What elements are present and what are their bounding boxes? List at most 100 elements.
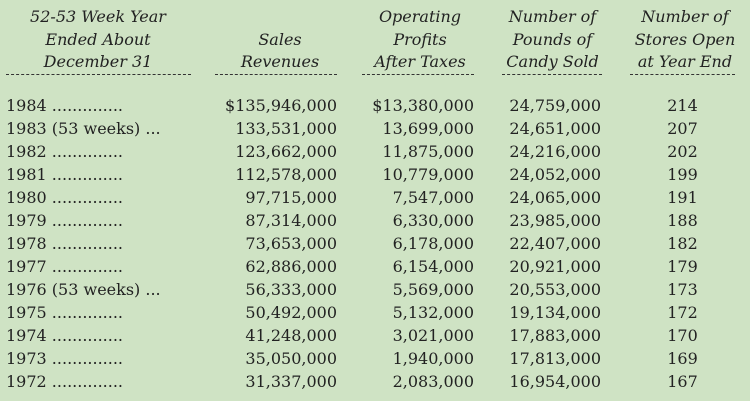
row-profits-value: $13,380,000 [372, 96, 474, 115]
row-sales-value: 87,314,000 [245, 211, 337, 230]
header-sales-line-1: Sales [258, 29, 302, 49]
row-profits-value: 7,547,000 [392, 188, 474, 207]
row-pounds-value: 24,052,000 [509, 165, 601, 184]
row-stores-value: 207 [667, 119, 698, 138]
header-year-line-3: December 31 [43, 52, 153, 71]
row-stores-value: 167 [667, 372, 698, 391]
row-year-label: 1972 .............. [6, 372, 124, 391]
table-row: 1977 .............. 62,886,000 6,154,000 20… [0, 255, 750, 278]
row-year-label: 1978 .............. [6, 234, 124, 253]
row-pounds-value: 17,813,000 [509, 349, 601, 368]
table-row: 1981 .............. 112,578,000 10,779,000… [0, 163, 750, 186]
table-row: 1974 .............. 41,248,000 3,021,000 17… [0, 324, 750, 347]
row-sales-value: 112,578,000 [235, 165, 337, 184]
table-row: 1978 .............. 73,653,000 6,178,000 22… [0, 232, 750, 255]
row-stores-value: 182 [667, 234, 698, 253]
row-pounds-value: 24,759,000 [509, 96, 601, 115]
table-row: 1973 .............. 35,050,000 1,940,000 17… [0, 347, 750, 370]
row-sales-value: 73,653,000 [245, 234, 337, 253]
row-stores-value: 191 [667, 188, 698, 207]
row-stores-value: 214 [667, 96, 698, 115]
row-year-label: 1973 .............. [6, 349, 124, 368]
header-year-line-2: Ended About [45, 29, 151, 49]
table-row: 1976 (53 weeks) ... 56,333,000 5,569,000 20… [0, 278, 750, 301]
header-pounds: Number of Pounds of Candy Sold [490, 6, 615, 74]
header-year: 52-53 Week Year Ended About December 31 [10, 6, 186, 74]
row-sales-value: $135,946,000 [225, 96, 337, 115]
row-profits-value: 2,083,000 [392, 372, 474, 391]
row-year-label: 1982 .............. [6, 142, 124, 161]
table-row: 1972 .............. 31,337,000 2,083,000 16… [0, 370, 750, 393]
header-rule-year [6, 74, 191, 76]
row-sales-value: 62,886,000 [245, 257, 337, 276]
header-profits-line-3: After Taxes [374, 52, 466, 71]
row-stores-value: 170 [667, 326, 698, 345]
header-profits: Operating Profits After Taxes [350, 6, 490, 74]
header-stores: Number of Stores Open at Year End [622, 6, 748, 74]
header-rule-sales [215, 74, 337, 76]
row-sales-value: 50,492,000 [245, 303, 337, 322]
header-profits-line-2: Profits [393, 29, 447, 49]
row-pounds-value: 24,065,000 [509, 188, 601, 207]
header-rule-profits [362, 74, 474, 76]
row-pounds-value: 24,651,000 [509, 119, 601, 138]
table-row: 1982 .............. 123,662,000 11,875,000… [0, 140, 750, 163]
row-profits-value: 3,021,000 [392, 326, 474, 345]
row-stores-value: 169 [667, 349, 698, 368]
row-pounds-value: 24,216,000 [509, 142, 601, 161]
header-stores-line-3: at Year End [637, 52, 733, 71]
row-stores-value: 188 [667, 211, 698, 230]
header-rule-stores [630, 74, 735, 76]
row-sales-value: 41,248,000 [245, 326, 337, 345]
row-year-label: 1975 .............. [6, 303, 124, 322]
row-stores-value: 202 [667, 142, 698, 161]
row-pounds-value: 20,921,000 [509, 257, 601, 276]
table-row: 1984 .............. $135,946,000 $13,380,0… [0, 94, 750, 117]
row-sales-value: 31,337,000 [245, 372, 337, 391]
row-profits-value: 6,178,000 [392, 234, 474, 253]
row-sales-value: 97,715,000 [245, 188, 337, 207]
row-year-label: 1984 .............. [6, 96, 124, 115]
row-stores-value: 199 [667, 165, 698, 184]
table-row: 1975 .............. 50,492,000 5,132,000 19… [0, 301, 750, 324]
row-profits-value: 10,779,000 [382, 165, 474, 184]
row-sales-value: 123,662,000 [235, 142, 337, 161]
row-pounds-value: 20,553,000 [509, 280, 601, 299]
row-stores-value: 173 [667, 280, 698, 299]
header-rule-pounds [502, 74, 602, 76]
header-stores-line-1: Number of [641, 7, 729, 26]
row-stores-value: 172 [667, 303, 698, 322]
row-sales-value: 56,333,000 [245, 280, 337, 299]
row-profits-value: 6,330,000 [392, 211, 474, 230]
header-year-line-1: 52-53 Week Year [30, 7, 166, 26]
header-pounds-line-2: Pounds of [512, 29, 593, 49]
row-profits-value: 5,132,000 [392, 303, 474, 322]
row-profits-value: 11,875,000 [382, 142, 474, 161]
header-stores-line-2: Stores Open [634, 29, 736, 49]
row-profits-value: 5,569,000 [392, 280, 474, 299]
table-row: 1979 .............. 87,314,000 6,330,000 23… [0, 209, 750, 232]
row-pounds-value: 22,407,000 [509, 234, 601, 253]
row-profits-value: 1,940,000 [392, 349, 474, 368]
header-sales-line-2: Revenues [240, 52, 320, 71]
row-year-label: 1977 .............. [6, 257, 124, 276]
row-year-label: 1974 .............. [6, 326, 124, 345]
header-pounds-line-1: Number of [508, 7, 597, 26]
row-pounds-value: 17,883,000 [509, 326, 601, 345]
header-pounds-line-3: Candy Sold [506, 52, 599, 71]
row-year-label: 1976 (53 weeks) ... [6, 280, 161, 299]
row-year-label: 1983 (53 weeks) ... [6, 119, 161, 138]
row-year-label: 1979 .............. [6, 211, 124, 230]
row-pounds-value: 23,985,000 [509, 211, 601, 230]
row-pounds-value: 19,134,000 [509, 303, 601, 322]
table-row: 1983 (53 weeks) ... 133,531,000 13,699,000… [0, 117, 750, 140]
row-year-label: 1980 .............. [6, 188, 124, 207]
row-sales-value: 35,050,000 [245, 349, 337, 368]
row-sales-value: 133,531,000 [235, 119, 337, 138]
row-stores-value: 179 [667, 257, 698, 276]
row-profits-value: 6,154,000 [392, 257, 474, 276]
row-pounds-value: 16,954,000 [509, 372, 601, 391]
header-profits-line-1: Operating [378, 7, 462, 26]
header-sales: Sales Revenues [210, 6, 350, 74]
row-year-label: 1981 .............. [6, 165, 124, 184]
